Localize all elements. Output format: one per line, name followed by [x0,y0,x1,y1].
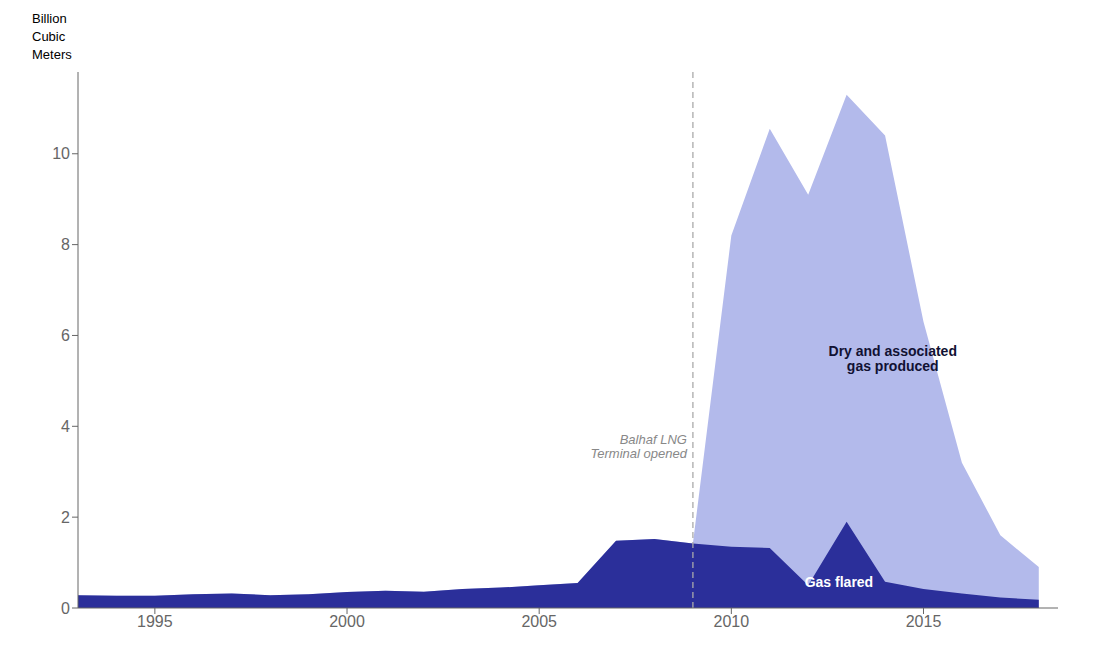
svg-text:10: 10 [52,145,70,162]
svg-text:2: 2 [61,509,70,526]
svg-text:Balhaf LNGTerminal opened: Balhaf LNGTerminal opened [591,432,688,461]
svg-text:2000: 2000 [329,613,365,630]
svg-text:1995: 1995 [137,613,173,630]
svg-text:Gas flared: Gas flared [805,574,873,590]
svg-text:6: 6 [61,327,70,344]
svg-text:2015: 2015 [906,613,942,630]
svg-text:8: 8 [61,236,70,253]
svg-text:Dry and associatedgas produced: Dry and associatedgas produced [829,343,957,374]
svg-text:0: 0 [61,600,70,617]
svg-text:4: 4 [61,418,70,435]
svg-text:2005: 2005 [521,613,557,630]
html-text:Billion Cubic Meters: Billion Cubic Meters [32,11,72,62]
svg-text:2010: 2010 [714,613,750,630]
